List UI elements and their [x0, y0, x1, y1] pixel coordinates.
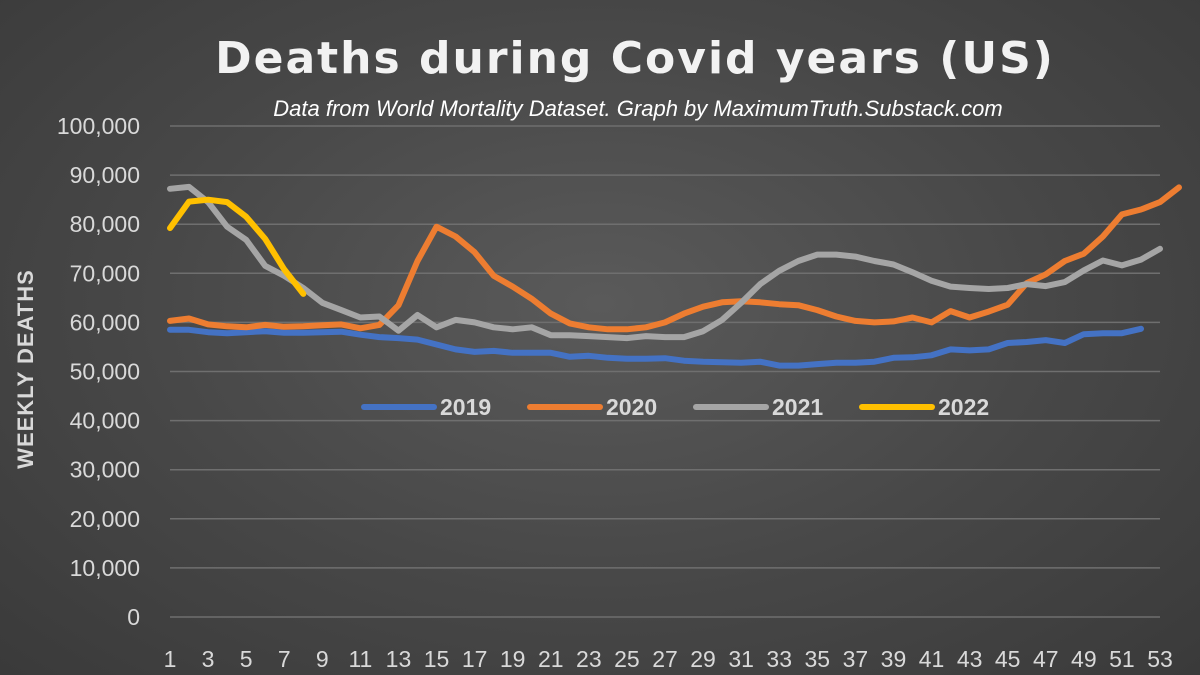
x-tick-label: 49 [1071, 646, 1097, 672]
x-tick-label: 11 [348, 646, 372, 672]
y-tick-label: 30,000 [70, 457, 140, 483]
legend-label-2022: 2022 [938, 394, 989, 420]
chart-subtitle: Data from World Mortality Dataset. Graph… [273, 96, 1002, 121]
y-tick-label: 20,000 [70, 506, 140, 532]
x-tick-label: 3 [202, 646, 215, 672]
x-tick-label: 5 [240, 646, 253, 672]
x-tick-label: 45 [995, 646, 1021, 672]
x-tick-label: 1 [164, 646, 177, 672]
x-tick-label: 39 [881, 646, 907, 672]
x-tick-label: 27 [652, 646, 678, 672]
x-tick-label: 41 [919, 646, 945, 672]
y-tick-label: 90,000 [70, 162, 140, 188]
series-lines [167, 183, 1182, 369]
x-tick-label: 21 [538, 646, 564, 672]
y-tick-label: 60,000 [70, 309, 140, 335]
x-tick-label: 13 [386, 646, 412, 672]
x-tick-label: 29 [690, 646, 716, 672]
x-tick-label: 31 [728, 646, 754, 672]
y-tick-label: 80,000 [70, 211, 140, 237]
y-tick-label: 100,000 [57, 113, 140, 139]
x-tick-label: 9 [316, 646, 329, 672]
legend-label-2021: 2021 [772, 394, 823, 420]
x-tick-label: 7 [278, 646, 291, 672]
y-tick-label: 0 [127, 604, 140, 630]
x-tick-label: 17 [462, 646, 488, 672]
gridlines [170, 125, 1160, 618]
x-tick-label: 19 [500, 646, 526, 672]
y-tick-label: 10,000 [70, 555, 140, 581]
x-tick-label: 43 [957, 646, 983, 672]
x-tick-label: 23 [576, 646, 602, 672]
series-line-2021 [167, 183, 1163, 342]
x-tick-label: 33 [766, 646, 792, 672]
y-tick-label: 40,000 [70, 408, 140, 434]
legend-label-2019: 2019 [440, 394, 491, 420]
legend: 2019 2020 2021 2022 [361, 394, 989, 420]
y-tick-label: 70,000 [70, 260, 140, 286]
series-line-2022 [167, 196, 307, 297]
x-tick-label: 25 [614, 646, 640, 672]
x-tick-label: 37 [843, 646, 869, 672]
series-line-2019 [167, 325, 1144, 369]
x-tick-label: 35 [805, 646, 831, 672]
y-axis-label: WEEKLY DEATHS [13, 269, 38, 469]
x-tick-label: 47 [1033, 646, 1059, 672]
x-tick-label: 15 [424, 646, 450, 672]
y-tick-label: 50,000 [70, 359, 140, 385]
x-tick-label: 53 [1147, 646, 1173, 672]
x-axis-ticks: 1 3 5 7 9 11 13 15 17 19 21 23 25 27 29 31 33 35 37 39 41 43 4… [164, 646, 1173, 672]
series-line-2020 [167, 184, 1182, 333]
x-tick-label: 51 [1109, 646, 1135, 672]
chart-title: Deaths during Covid years (US) [215, 33, 1055, 84]
y-axis-ticks: 0 10,000 20,000 30,000 40,000 50,000 60,000 70,… [57, 113, 140, 630]
legend-label-2020: 2020 [606, 394, 657, 420]
